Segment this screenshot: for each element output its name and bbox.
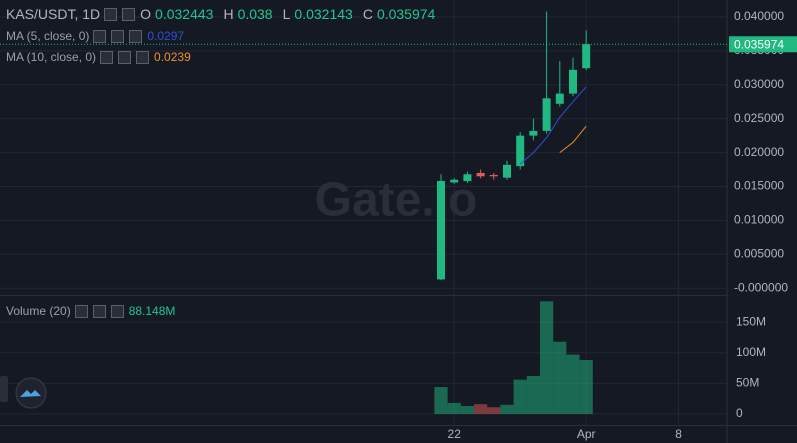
y-tick-label: 0.015000 (734, 179, 784, 193)
ohlc-label: O (140, 6, 152, 22)
volume-bar (579, 359, 593, 414)
candle-body (582, 44, 591, 69)
legend-value: 88.148M (128, 304, 176, 318)
icon-button[interactable] (74, 304, 88, 318)
ohlc-value: 0.032143 (294, 6, 353, 22)
volume-tick-label: 0 (736, 406, 743, 420)
last-price-badge (729, 36, 797, 53)
x-tick-label: 8 (675, 427, 682, 441)
y-tick-label: 0.020000 (734, 145, 784, 159)
ma-line (519, 86, 587, 165)
volume-bar (434, 387, 448, 414)
candle-body (450, 179, 459, 183)
volume-bar (460, 406, 474, 414)
ohlc-value: 0.038 (237, 6, 273, 22)
volume-bar (474, 404, 488, 414)
volume-tick-label: 50M (736, 376, 759, 390)
y-tick-label: 0.030000 (734, 77, 784, 91)
icon-button[interactable] (93, 29, 107, 43)
last-price-label: 0.035974 (734, 37, 784, 51)
icon-button[interactable] (92, 304, 106, 318)
volume-bar (553, 341, 567, 414)
volume-tick-label: 150M (736, 314, 766, 328)
volume-bar (566, 354, 580, 414)
volume-bar (513, 379, 527, 414)
ohlc-label: C (362, 6, 373, 22)
volume-bar (500, 404, 514, 414)
side-toggle[interactable] (0, 376, 8, 402)
logo-icon (20, 390, 41, 397)
icon-button[interactable] (122, 7, 136, 21)
ma10-legend: MA (10, close, 0) 0.0239 (6, 50, 191, 64)
volume-tick-label: 100M (736, 345, 766, 359)
candle-body (555, 93, 564, 104)
y-tick-label: -0.000000 (734, 280, 788, 294)
ohlc-label: L (282, 6, 291, 22)
icon-button[interactable] (110, 304, 124, 318)
icon-button[interactable] (118, 50, 132, 64)
y-tick-label: 0.005000 (734, 246, 784, 260)
ma5-legend: MA (5, close, 0) 0.0297 (6, 29, 184, 43)
candle-body (569, 69, 577, 94)
icon-button[interactable] (100, 50, 114, 64)
ma-line (559, 125, 587, 153)
volume-bar (540, 301, 554, 414)
icon-button[interactable] (104, 7, 118, 21)
logo-button[interactable] (15, 377, 47, 409)
candle-body (542, 98, 551, 131)
header-row: KAS/USDT, 1D O 0.032443 H 0.038 L 0.032143 … (6, 6, 441, 22)
volume-bar (487, 407, 501, 414)
symbol: KAS/USDT, 1D (6, 6, 101, 22)
candle-body (463, 174, 472, 182)
volume-bar (526, 376, 540, 414)
candle-body (529, 130, 538, 136)
candle-body (489, 174, 498, 177)
legend-name: Volume (20) (6, 304, 71, 318)
y-tick-label: 0.040000 (734, 9, 784, 23)
legend-name: MA (10, close, 0) (6, 50, 97, 64)
icon-button[interactable] (129, 29, 143, 43)
y-tick-label: 0.010000 (734, 213, 784, 227)
legend-name: MA (5, close, 0) (6, 29, 90, 43)
x-tick-label: 22 (448, 427, 462, 441)
candle-body (437, 181, 445, 280)
candle-body (503, 164, 511, 178)
watermark: Gate.io (315, 174, 478, 227)
legend-value: 0.0297 (147, 29, 185, 43)
ohlc-value: 0.032443 (155, 6, 214, 22)
icon-button[interactable] (136, 50, 150, 64)
candle-body (476, 172, 485, 177)
ohlc-value: 0.035974 (376, 6, 436, 22)
y-tick-label: 0.025000 (734, 111, 784, 125)
candle-body (516, 135, 525, 167)
volume-bar (447, 402, 461, 414)
volume-legend: Volume (20) 88.148M (6, 304, 181, 318)
legend-value: 0.0239 (154, 50, 191, 64)
icon-button[interactable] (111, 29, 125, 43)
x-tick-label: Apr (577, 427, 596, 441)
ohlc-label: H (223, 6, 234, 22)
